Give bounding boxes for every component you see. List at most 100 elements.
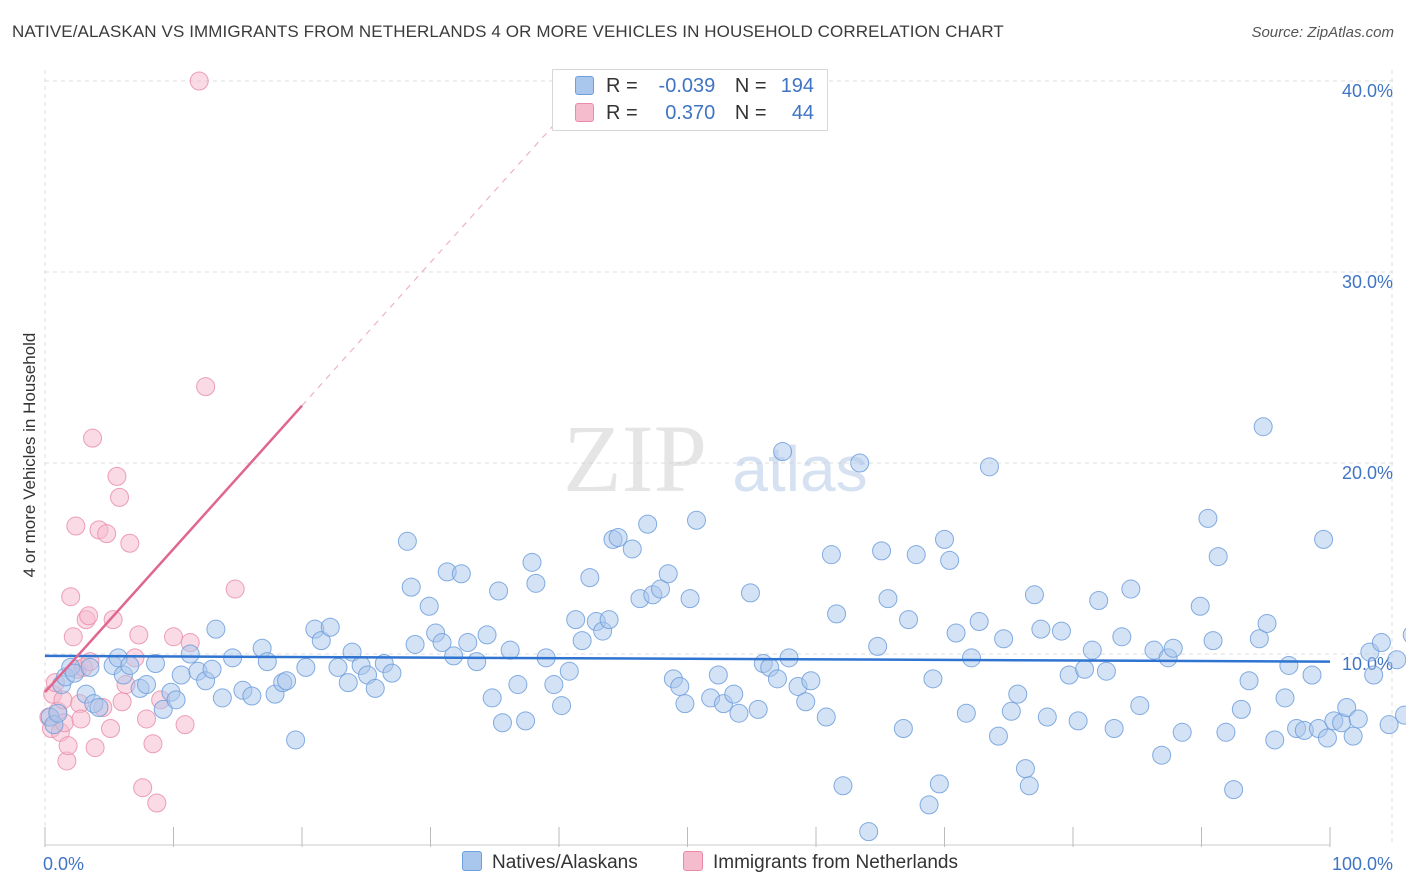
source-label: Source: ZipAtlas.com — [1251, 24, 1394, 41]
point-natives — [1163, 638, 1183, 658]
point-natives — [893, 718, 913, 738]
point-natives — [827, 604, 847, 624]
stats-n-value: 194 — [780, 75, 815, 97]
point-netherlands — [196, 377, 216, 397]
point-netherlands — [61, 587, 81, 607]
point-netherlands — [137, 709, 157, 729]
point-natives — [1265, 730, 1285, 750]
point-natives — [1051, 621, 1071, 641]
point-natives — [242, 686, 262, 706]
point-natives — [816, 707, 836, 727]
point-natives — [969, 612, 989, 632]
point-natives — [365, 678, 385, 698]
point-natives — [638, 514, 658, 534]
point-natives — [1402, 627, 1406, 643]
point-natives — [1089, 591, 1109, 611]
point-netherlands — [103, 610, 123, 630]
axes — [44, 827, 1331, 847]
point-natives — [1224, 780, 1244, 800]
point-natives — [724, 684, 744, 704]
point-natives — [296, 657, 316, 677]
point-natives — [1231, 699, 1251, 719]
point-natives — [1387, 650, 1406, 670]
point-natives — [729, 703, 749, 723]
point-natives — [906, 545, 926, 565]
point-natives — [1317, 728, 1337, 748]
legend-item-netherlands[interactable]: Immigrants from Netherlands — [683, 851, 958, 874]
point-natives — [670, 676, 690, 696]
point-natives — [872, 541, 892, 561]
point-natives — [748, 699, 768, 719]
legend: Natives/Alaskans Immigrants from Netherl… — [0, 851, 1406, 877]
trend-lines — [44, 118, 1331, 694]
point-netherlands — [175, 715, 195, 735]
point-natives — [552, 696, 572, 716]
stats-swatch-natives — [575, 76, 594, 95]
point-natives — [946, 623, 966, 643]
point-natives — [608, 527, 628, 547]
point-natives — [137, 675, 157, 695]
stats-r-value: 0.370 — [665, 102, 716, 124]
point-natives — [1239, 671, 1259, 691]
point-netherlands — [225, 579, 245, 599]
point-natives — [1190, 596, 1210, 616]
point-netherlands — [110, 487, 130, 507]
point-netherlands — [189, 71, 209, 91]
legend-swatch-netherlands — [683, 851, 703, 871]
point-natives — [1015, 759, 1035, 779]
point-natives — [166, 690, 186, 710]
point-natives — [1198, 508, 1218, 528]
point-natives — [1371, 633, 1391, 653]
stats-r-label: R = — [606, 102, 638, 124]
point-natives — [89, 697, 109, 717]
point-natives — [850, 453, 870, 473]
point-natives — [1024, 585, 1044, 605]
point-natives — [779, 648, 799, 668]
point-natives — [740, 583, 760, 603]
point-netherlands — [143, 734, 163, 754]
point-netherlands — [164, 627, 183, 647]
point-natives — [1104, 718, 1124, 738]
legend-label-netherlands: Immigrants from Netherlands — [713, 852, 958, 873]
point-natives — [956, 703, 976, 723]
point-natives — [432, 633, 452, 653]
point-natives — [48, 703, 68, 723]
point-natives — [686, 510, 706, 530]
point-natives — [516, 711, 536, 731]
legend-label-natives: Natives/Alaskans — [492, 852, 638, 873]
point-natives — [401, 577, 421, 597]
point-natives — [994, 629, 1014, 649]
point-netherlands — [85, 738, 105, 758]
point-natives — [658, 564, 678, 584]
legend-item-natives[interactable]: Natives/Alaskans — [462, 851, 638, 874]
point-natives — [708, 665, 728, 685]
point-natives — [929, 774, 949, 794]
point-natives — [257, 652, 277, 672]
point-natives — [120, 655, 140, 675]
point-natives — [935, 529, 954, 549]
point-natives — [146, 654, 166, 674]
trendline-netherlands-extension — [301, 118, 560, 407]
point-netherlands — [66, 516, 86, 536]
point-natives — [801, 671, 821, 691]
y-tick-label: 20.0% — [1342, 463, 1393, 483]
point-netherlands — [129, 625, 149, 645]
point-natives — [1203, 631, 1223, 651]
point-natives — [868, 636, 888, 656]
point-natives — [320, 617, 340, 637]
point-natives — [1008, 684, 1028, 704]
stats-row-natives: R = -0.039 N = 194 — [575, 75, 814, 101]
point-natives — [397, 531, 417, 551]
point-natives — [500, 640, 520, 660]
point-natives — [477, 625, 497, 645]
point-natives — [80, 657, 100, 677]
x-tick-label-right: 100.0% — [1332, 854, 1393, 874]
tick-labels: 10.0%20.0%30.0%40.0%0.0% 100.0% — [43, 81, 1393, 874]
point-natives — [1068, 711, 1088, 731]
point-natives — [919, 795, 939, 815]
point-natives — [1082, 640, 1102, 660]
point-natives — [338, 673, 358, 693]
point-netherlands — [107, 466, 127, 486]
point-natives — [382, 663, 402, 683]
